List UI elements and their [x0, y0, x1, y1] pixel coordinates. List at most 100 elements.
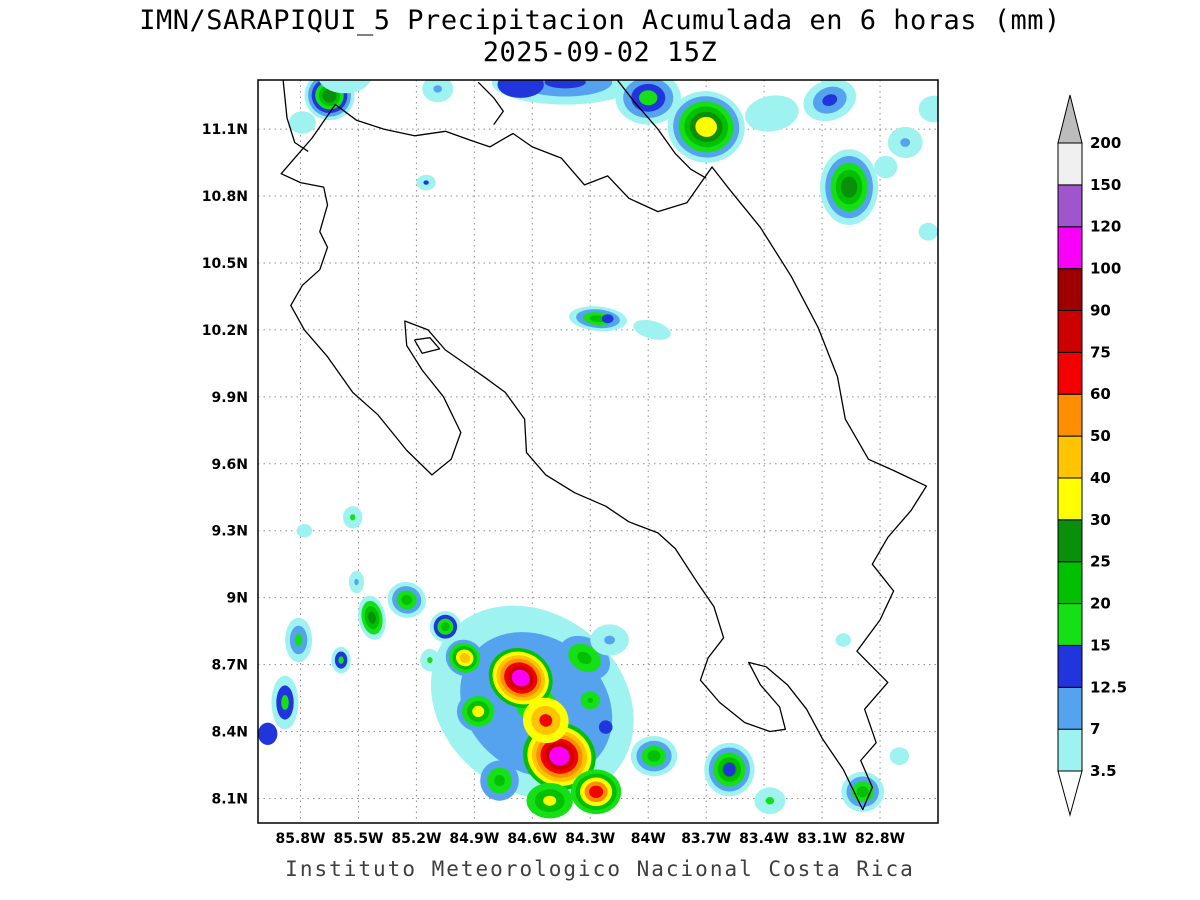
colorbar-label: 120 [1090, 218, 1121, 236]
precip-contour [433, 85, 442, 93]
lon-tick-label: 82.8W [855, 831, 905, 847]
precip-contour [822, 94, 838, 106]
coastline [280, 80, 928, 811]
precip-cell [285, 617, 313, 663]
colorbar-label: 40 [1090, 469, 1111, 487]
colorbar-label: 3.5 [1090, 762, 1117, 780]
precip-cell [887, 126, 923, 159]
precip-cell [422, 80, 454, 103]
colorbar-segment [1057, 142, 1083, 186]
coastline-path [413, 337, 441, 354]
precip-cell [348, 570, 365, 594]
precip-cell [918, 222, 938, 241]
colorbar-segment [1057, 310, 1083, 353]
precip-contour [401, 594, 413, 605]
colorbar-segment [1057, 519, 1083, 563]
colorbar-label: 100 [1090, 260, 1121, 278]
lat-tick-label: 11.1N [202, 122, 248, 138]
precip-cell [296, 524, 313, 538]
coastline-path [280, 103, 928, 811]
lon-tick-label: 83.7W [681, 831, 731, 847]
precip-contour [497, 80, 544, 98]
precip-cell [480, 760, 519, 801]
precip-contour [258, 722, 278, 745]
colorbar-segment [1057, 351, 1083, 395]
precip-cell [835, 633, 851, 647]
colorbar-label: 200 [1090, 134, 1121, 152]
precip-contour [856, 786, 869, 798]
precip-contour [900, 138, 911, 147]
precip-contour [745, 95, 799, 132]
colorbar-label: 7 [1090, 720, 1100, 738]
lon-tick-label: 84.3W [565, 831, 615, 847]
precip-contour [459, 652, 471, 664]
lat-tick-label: 10.2N [202, 323, 248, 339]
precip-contour [841, 176, 858, 198]
precip-cell [488, 648, 553, 708]
precip-cell [358, 595, 386, 640]
lat-tick-label: 9.9N [211, 390, 248, 406]
colorbar-label: 50 [1090, 427, 1111, 445]
lon-tick-label: 84.9W [449, 831, 499, 847]
colorbar-label: 25 [1090, 553, 1111, 571]
colorbar-segment [1057, 603, 1083, 646]
precip-contour [918, 95, 938, 123]
precip-cell [331, 646, 351, 674]
figure-title-line2: 2025-09-02 15Z [482, 37, 718, 68]
precip-contour [294, 633, 303, 647]
colorbar-segment [1057, 226, 1083, 270]
precip-cell [569, 306, 627, 332]
precip-contour [338, 656, 344, 664]
lon-tick-label: 84.6W [507, 831, 557, 847]
colorbar-label: 60 [1090, 385, 1111, 403]
precip-contour [472, 705, 485, 717]
precip-contour [549, 746, 570, 766]
precip-cell [615, 80, 681, 125]
colorbar-label: 30 [1090, 511, 1111, 529]
colorbar-segment [1057, 477, 1083, 521]
precip-cell [630, 736, 678, 777]
colorbar-label: 15 [1090, 636, 1111, 654]
precip-cell [522, 697, 569, 744]
figure-footer: Instituto Meteorologico Nacional Costa R… [285, 857, 915, 881]
precip-contour [601, 314, 614, 324]
precip-contour [354, 578, 359, 586]
precip-contour [494, 775, 505, 787]
precip-contour [350, 514, 356, 521]
precip-contour [511, 669, 530, 687]
precip-contour [288, 111, 316, 134]
precip-cell [723, 762, 736, 777]
precip-cell [497, 80, 544, 98]
precip-cell [667, 91, 745, 163]
precip-cell [429, 611, 461, 643]
precip-contour [296, 524, 313, 538]
precip-contour [577, 651, 592, 665]
lat-tick-label: 10.8N [202, 189, 248, 205]
precip-cell [803, 80, 857, 122]
precip-cell [343, 506, 363, 529]
precip-contour [318, 80, 372, 94]
colorbar-segment [1057, 435, 1083, 479]
precip-cell [580, 691, 600, 710]
lat-tick-label: 8.4N [211, 725, 248, 741]
precip-contour [423, 180, 429, 185]
precip-contour [322, 88, 337, 103]
lat-tick-label: 9.6N [211, 457, 248, 473]
precip-contour [441, 622, 450, 632]
lat-tick-label: 9N [227, 591, 248, 607]
precip-contour [639, 90, 658, 106]
precip-cell [526, 782, 573, 819]
precip-cell [745, 95, 799, 132]
colorbar-label: 20 [1090, 595, 1111, 613]
precipitation-shading [258, 80, 938, 819]
precip-cell [571, 769, 622, 815]
precip-contour [589, 315, 607, 323]
precip-cell [387, 581, 426, 618]
precip-cell [918, 95, 938, 123]
precip-contour [598, 720, 613, 734]
precip-contour [341, 80, 349, 81]
precip-cell [590, 624, 629, 656]
colorbar-bottom-arrow [1057, 770, 1083, 817]
precip-cell [456, 691, 500, 732]
lon-tick-label: 84W [631, 831, 666, 847]
